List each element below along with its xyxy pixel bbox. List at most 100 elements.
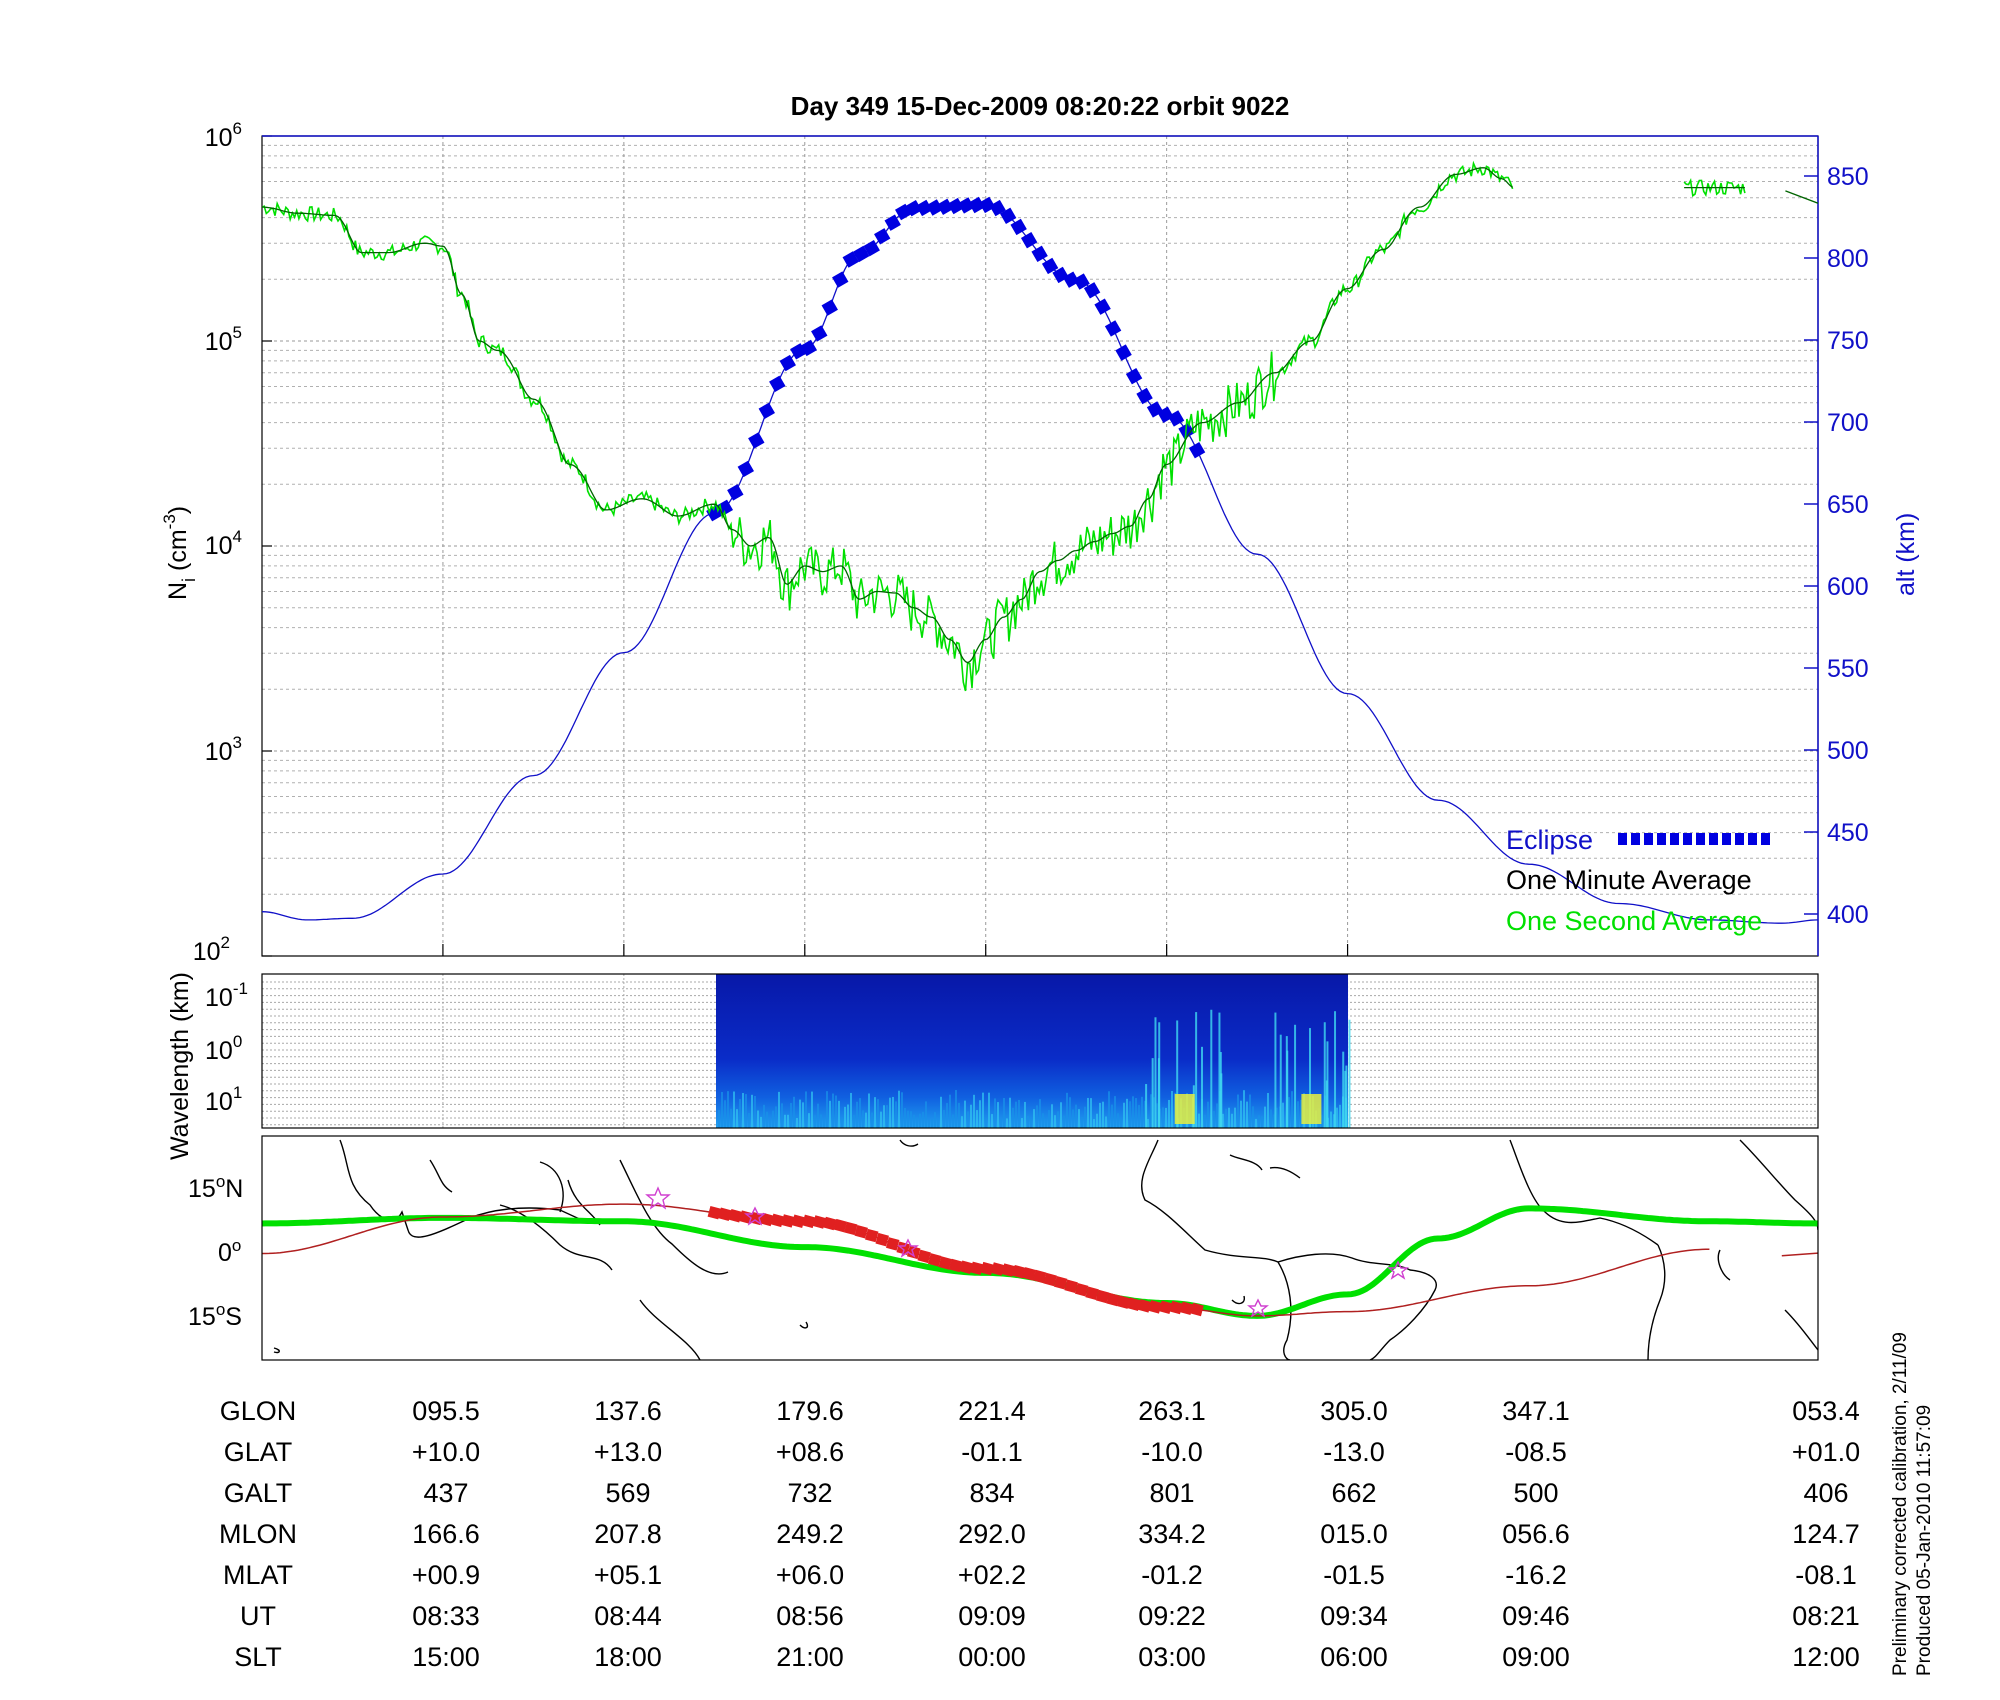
map-eclipse-mark bbox=[1001, 1263, 1015, 1277]
eclipse-mark bbox=[884, 214, 901, 231]
spectrogram-streak bbox=[1162, 1107, 1164, 1128]
spectrogram-streak bbox=[790, 1102, 792, 1128]
eclipse-mark bbox=[874, 228, 891, 245]
spectrogram-streak bbox=[1042, 1113, 1044, 1128]
map-eclipse-mark bbox=[969, 1261, 984, 1276]
eclipse-mark bbox=[1083, 282, 1101, 299]
y2tick-750: 750 bbox=[1827, 327, 1869, 355]
spectrogram-streak bbox=[973, 1094, 975, 1128]
top-grid bbox=[262, 135, 1818, 957]
map-eclipse-mark bbox=[948, 1258, 963, 1273]
map-eclipse-mark bbox=[1064, 1279, 1078, 1293]
spectrogram-streak bbox=[1141, 1096, 1143, 1128]
spectrogram-streak bbox=[1165, 1107, 1167, 1128]
spectrogram-streak bbox=[1123, 1102, 1125, 1128]
spectrogram-hotspot-streak bbox=[1279, 1034, 1282, 1128]
table-cell: +13.0 bbox=[594, 1437, 662, 1467]
y2tick-850: 850 bbox=[1827, 163, 1869, 191]
table-cell: 500 bbox=[1513, 1478, 1558, 1508]
eclipse-mark bbox=[1010, 218, 1027, 236]
eclipse-mark bbox=[737, 460, 755, 478]
spectrogram-hotspot-streak bbox=[1154, 1017, 1157, 1128]
spectrogram-streak bbox=[979, 1100, 981, 1128]
table-cell: 137.6 bbox=[594, 1396, 662, 1426]
eclipse-mark bbox=[1094, 298, 1111, 315]
spectrogram-streak bbox=[1105, 1116, 1107, 1128]
table-cell: 834 bbox=[969, 1478, 1014, 1508]
map-frame bbox=[261, 1135, 1819, 1361]
spectrogram-hotspot-streak bbox=[1285, 1036, 1288, 1128]
map-eclipse-mark bbox=[1053, 1276, 1068, 1290]
spectrogram-hotspot-streak bbox=[1145, 1084, 1148, 1128]
table-cell: 09:22 bbox=[1138, 1601, 1206, 1631]
eclipse-mark bbox=[1125, 367, 1143, 385]
spectrogram-streak bbox=[880, 1111, 882, 1128]
spectrogram-streak bbox=[1126, 1098, 1128, 1128]
spectrogram-streak bbox=[844, 1106, 846, 1128]
eclipse-mark bbox=[832, 271, 849, 288]
map-eclipse-mark bbox=[1190, 1302, 1204, 1317]
eclipse-mark bbox=[769, 375, 786, 393]
spectrogram-streak bbox=[814, 1115, 816, 1128]
map-data bbox=[262, 1139, 1818, 1360]
spectrogram-streak bbox=[1129, 1101, 1131, 1128]
spectrogram-streak bbox=[751, 1094, 753, 1128]
eclipse-mark bbox=[1031, 245, 1048, 263]
spectrogram-streak bbox=[1234, 1107, 1236, 1128]
table-row-label: GLON bbox=[220, 1396, 297, 1426]
spectrogram-streak bbox=[1003, 1098, 1005, 1128]
table-cell: -08.5 bbox=[1505, 1437, 1567, 1467]
eclipse-mark bbox=[947, 197, 964, 215]
eclipse-mark bbox=[779, 354, 796, 372]
spectrogram-streak bbox=[739, 1099, 741, 1128]
spectrogram-streak bbox=[784, 1114, 786, 1128]
table-cell: 437 bbox=[423, 1478, 468, 1508]
spectrogram-streak bbox=[901, 1092, 903, 1128]
spectrogram-streak bbox=[982, 1092, 984, 1128]
spectrogram-streak bbox=[922, 1111, 924, 1128]
spectrogram-streak bbox=[1156, 1103, 1158, 1128]
y2label-altitude: alt (km) bbox=[1892, 513, 1920, 596]
map-eclipse-mark bbox=[1158, 1300, 1173, 1315]
table-cell: 292.0 bbox=[958, 1519, 1026, 1549]
table-cell: -01.1 bbox=[961, 1437, 1023, 1467]
table-cell: 801 bbox=[1149, 1478, 1194, 1508]
y2tick-650: 650 bbox=[1827, 491, 1869, 519]
eclipse-mark bbox=[1041, 257, 1059, 275]
spectrogram-streak bbox=[916, 1117, 918, 1128]
map-eclipse-mark bbox=[728, 1209, 743, 1223]
spectrogram-streak bbox=[1321, 1115, 1323, 1128]
map-eclipse-mark bbox=[959, 1260, 973, 1274]
map-y-ticks: 15oN 0o 15oS bbox=[188, 1172, 243, 1331]
map-eclipse-mark bbox=[1095, 1289, 1110, 1304]
spectrogram-streak bbox=[853, 1115, 855, 1128]
spectrogram-streak bbox=[1270, 1109, 1272, 1128]
spectrogram-streak bbox=[1246, 1101, 1248, 1128]
map-eclipse-mark bbox=[791, 1214, 806, 1228]
eclipse-mark bbox=[863, 239, 880, 257]
table-cell: 221.4 bbox=[958, 1396, 1026, 1426]
spectrogram-streak bbox=[886, 1105, 888, 1128]
map-eclipse-mark bbox=[990, 1262, 1005, 1276]
ylabel-density: Ni (cm-3) bbox=[160, 506, 199, 600]
spectrogram-streak bbox=[1261, 1116, 1263, 1128]
spectrogram-streak bbox=[1147, 1119, 1149, 1128]
spectrogram-streak bbox=[1168, 1099, 1170, 1128]
spectrogram-streak bbox=[1138, 1105, 1140, 1128]
spectrogram-streak bbox=[913, 1114, 915, 1128]
map-eclipse-mark bbox=[1137, 1299, 1152, 1313]
spectrogram-streak bbox=[760, 1116, 762, 1128]
eclipse-mark bbox=[1188, 441, 1206, 459]
spectrogram-hotspot-streak bbox=[1176, 1020, 1179, 1128]
spectrogram-hotspot-streak bbox=[1323, 1022, 1326, 1128]
orbit-table: GLON 095.5 137.6 179.6 221.4 263.1 305.0 347.1 0… bbox=[219, 1396, 1860, 1672]
table-cell: +10.0 bbox=[412, 1437, 480, 1467]
eclipse-mark bbox=[853, 245, 870, 263]
map-eclipse-mark bbox=[864, 1228, 879, 1243]
spectrogram-streak bbox=[940, 1096, 942, 1128]
footnote-produced: Produced 05-Jan-2010 11:57:09 bbox=[1914, 1405, 1935, 1676]
map-eclipse-mark bbox=[1169, 1300, 1183, 1315]
table-cell: 207.8 bbox=[594, 1519, 662, 1549]
spectrogram-streak bbox=[1027, 1115, 1029, 1128]
